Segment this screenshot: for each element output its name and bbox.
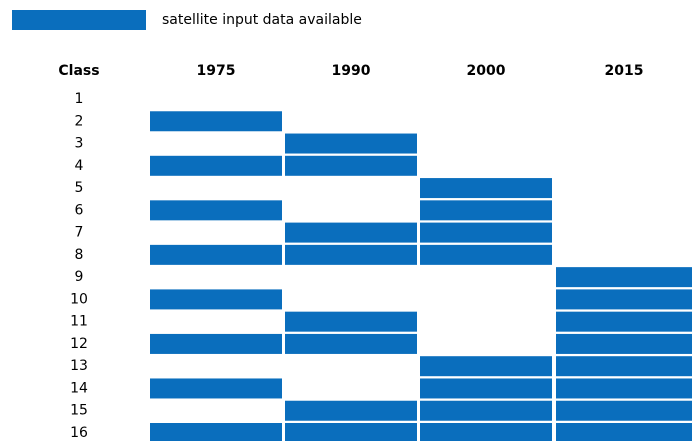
available-cell [150, 378, 282, 399]
available-cell [150, 423, 282, 441]
class-label: 16 [70, 425, 88, 441]
class-label: 13 [70, 358, 88, 374]
available-cell [285, 333, 417, 354]
class-label: 7 [75, 225, 84, 241]
available-cell [420, 222, 552, 243]
available-cell [556, 333, 692, 354]
available-cell [150, 200, 282, 221]
available-cell [556, 267, 692, 288]
legend-label: satellite input data available [162, 12, 362, 28]
available-cell [556, 311, 692, 332]
available-cell [420, 378, 552, 399]
available-cell [285, 311, 417, 332]
class-label: 15 [70, 403, 88, 419]
available-cell [150, 289, 282, 310]
available-cell [556, 378, 692, 399]
class-label: 5 [75, 180, 84, 196]
class-label: 4 [75, 158, 84, 174]
available-cell [285, 244, 417, 265]
available-cell [420, 356, 552, 377]
class-label: 9 [75, 269, 84, 285]
available-cell [285, 155, 417, 176]
available-cell [150, 333, 282, 354]
class-label: 1 [75, 91, 84, 107]
available-cell [150, 155, 282, 176]
class-label: 12 [70, 336, 88, 352]
available-cell [285, 133, 417, 154]
available-cell [420, 400, 552, 421]
class-label: 14 [70, 380, 88, 396]
legend-swatch [12, 10, 146, 30]
epoch-header: 2015 [605, 63, 644, 79]
class-label: 11 [70, 314, 88, 330]
available-cell [420, 244, 552, 265]
available-cell [420, 200, 552, 221]
available-cell [556, 423, 692, 441]
available-cell [150, 111, 282, 132]
epoch-header: 2000 [467, 63, 506, 79]
class-label: 8 [75, 247, 84, 263]
available-cell [420, 178, 552, 199]
class-label: 6 [75, 202, 84, 218]
available-cell [420, 423, 552, 441]
available-cell [556, 356, 692, 377]
available-cell [556, 289, 692, 310]
class-label: 3 [75, 136, 84, 152]
available-cell [285, 423, 417, 441]
class-label: 2 [75, 113, 84, 129]
class-label: 10 [70, 291, 88, 307]
available-cell [285, 400, 417, 421]
epoch-header: 1990 [332, 63, 371, 79]
class-header: Class [58, 63, 99, 79]
epoch-header: 1975 [197, 63, 236, 79]
available-cell [150, 244, 282, 265]
available-cell [285, 222, 417, 243]
available-cell [556, 400, 692, 421]
